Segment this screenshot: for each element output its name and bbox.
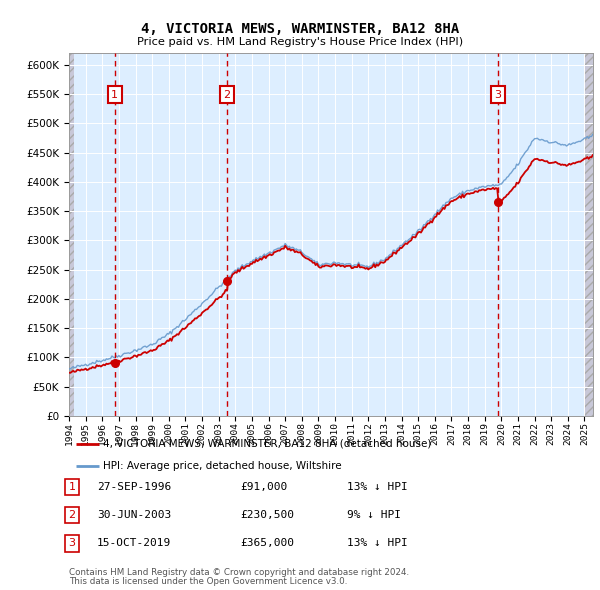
- Text: Contains HM Land Registry data © Crown copyright and database right 2024.: Contains HM Land Registry data © Crown c…: [69, 568, 409, 577]
- Text: 1: 1: [111, 90, 118, 100]
- Text: 2: 2: [223, 90, 230, 100]
- Text: £230,500: £230,500: [240, 510, 294, 520]
- Bar: [584, 53, 593, 416]
- Text: 3: 3: [68, 539, 76, 548]
- Text: 4, VICTORIA MEWS, WARMINSTER, BA12 8HA (detached house): 4, VICTORIA MEWS, WARMINSTER, BA12 8HA (…: [103, 439, 431, 449]
- Text: £365,000: £365,000: [240, 539, 294, 548]
- Text: 13% ↓ HPI: 13% ↓ HPI: [347, 539, 407, 548]
- Text: 15-OCT-2019: 15-OCT-2019: [97, 539, 172, 548]
- Bar: [69, 53, 74, 416]
- Text: 1: 1: [68, 482, 76, 491]
- Bar: [69, 53, 74, 416]
- Text: HPI: Average price, detached house, Wiltshire: HPI: Average price, detached house, Wilt…: [103, 461, 342, 471]
- Text: This data is licensed under the Open Government Licence v3.0.: This data is licensed under the Open Gov…: [69, 578, 347, 586]
- Text: 30-JUN-2003: 30-JUN-2003: [97, 510, 172, 520]
- Text: 9% ↓ HPI: 9% ↓ HPI: [347, 510, 401, 520]
- Text: 27-SEP-1996: 27-SEP-1996: [97, 482, 172, 491]
- Text: 3: 3: [494, 90, 502, 100]
- Bar: [584, 53, 593, 416]
- Text: 2: 2: [68, 510, 76, 520]
- Text: 4, VICTORIA MEWS, WARMINSTER, BA12 8HA: 4, VICTORIA MEWS, WARMINSTER, BA12 8HA: [141, 22, 459, 37]
- Text: £91,000: £91,000: [240, 482, 287, 491]
- Text: Price paid vs. HM Land Registry's House Price Index (HPI): Price paid vs. HM Land Registry's House …: [137, 37, 463, 47]
- Text: 13% ↓ HPI: 13% ↓ HPI: [347, 482, 407, 491]
